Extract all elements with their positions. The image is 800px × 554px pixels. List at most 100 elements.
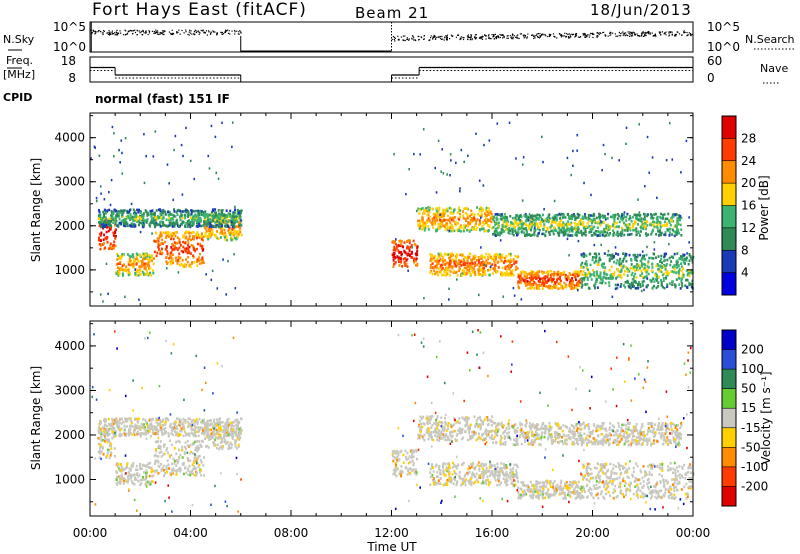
power-cell (165, 267, 168, 270)
power-cell (114, 237, 117, 240)
power-cell (554, 216, 557, 219)
power-cell (95, 196, 98, 200)
power-cell (601, 279, 604, 283)
velocity-cell (109, 454, 112, 457)
power-cell (681, 274, 684, 278)
power-cell (463, 269, 466, 273)
power-cell (466, 216, 469, 220)
noise-sample (142, 30, 144, 32)
power-cell (580, 277, 583, 280)
power-cell (165, 246, 168, 250)
power-cell (161, 217, 164, 221)
noise-sample (155, 29, 157, 31)
power-cell (109, 223, 112, 227)
power-cell (467, 228, 470, 232)
power-cell (511, 216, 514, 220)
power-cell (207, 227, 210, 231)
power-cell (646, 277, 649, 280)
power-cell (143, 132, 145, 136)
power-cell (548, 286, 551, 290)
power-cell (224, 214, 227, 217)
power-cell (604, 281, 607, 285)
power-cell (507, 267, 510, 270)
power-cell (504, 215, 507, 219)
power-cell (603, 227, 606, 231)
noise-sample (195, 30, 197, 32)
power-cell (520, 230, 523, 233)
power-cell (653, 220, 656, 224)
velocity-cell (129, 467, 132, 471)
power-cell (606, 231, 609, 235)
power-cell (217, 209, 220, 212)
power-cell (489, 265, 492, 268)
velocity-cell (205, 435, 208, 439)
power-cell (141, 261, 144, 265)
power-cell (608, 268, 611, 272)
power-cell (427, 228, 430, 231)
velocity-cell (171, 469, 174, 472)
power-cell (595, 216, 598, 220)
power-cell (597, 259, 600, 263)
power-cell (525, 283, 528, 287)
noise-sample (506, 37, 508, 39)
power-cell (129, 217, 132, 220)
power-cell (539, 224, 542, 227)
power-cell (440, 254, 443, 257)
power-cell (145, 154, 147, 158)
velocity-cell (199, 470, 202, 474)
power-cell (191, 235, 194, 238)
power-cell (580, 263, 583, 267)
power-cell (626, 227, 629, 230)
power-cell (172, 198, 175, 202)
power-cell (536, 286, 539, 290)
power-cell (623, 233, 626, 237)
power-cell (185, 249, 188, 252)
power-cell (538, 231, 541, 235)
power-cell (523, 234, 526, 237)
power-cell (452, 219, 455, 223)
power-cell (143, 220, 146, 224)
velocity-cell (191, 472, 194, 475)
power-cell (187, 213, 190, 217)
power-cell (235, 215, 238, 218)
power-cell (457, 269, 460, 273)
power-cell (601, 278, 604, 282)
noise-sample (125, 30, 127, 32)
power-cell (600, 220, 602, 223)
power-cell (489, 219, 492, 223)
power-cell (642, 255, 645, 259)
power-cell (411, 246, 414, 249)
power-cell (477, 258, 480, 262)
noise-sample (462, 36, 464, 39)
power-cell (206, 236, 209, 239)
power-cell (605, 226, 608, 230)
velocity-cell (200, 439, 203, 443)
power-cell (601, 281, 604, 285)
noise-sample (636, 33, 638, 35)
power-cell (127, 210, 130, 214)
power-cell (485, 214, 488, 217)
power-cell (647, 272, 650, 276)
power-cell (239, 227, 242, 230)
noise-sample (145, 31, 147, 33)
power-cell (590, 226, 593, 229)
power-cell (459, 215, 462, 219)
power-cell (644, 222, 647, 225)
power-cell (485, 252, 488, 256)
power-cell (145, 210, 148, 214)
power-cell (610, 277, 613, 280)
power-cell (112, 211, 115, 214)
power-cell (438, 254, 441, 257)
noise-sample (614, 33, 616, 35)
noise-sample (102, 30, 105, 32)
velocity-cell (120, 465, 123, 469)
power-cell (509, 265, 512, 269)
power-cell (193, 261, 196, 264)
power-cell (143, 219, 146, 222)
power-cell (668, 233, 671, 237)
power-cell (581, 277, 584, 280)
power-cell (173, 148, 175, 152)
power-cell (680, 258, 683, 261)
power-cell (544, 275, 547, 278)
velocity-cell (189, 473, 192, 477)
